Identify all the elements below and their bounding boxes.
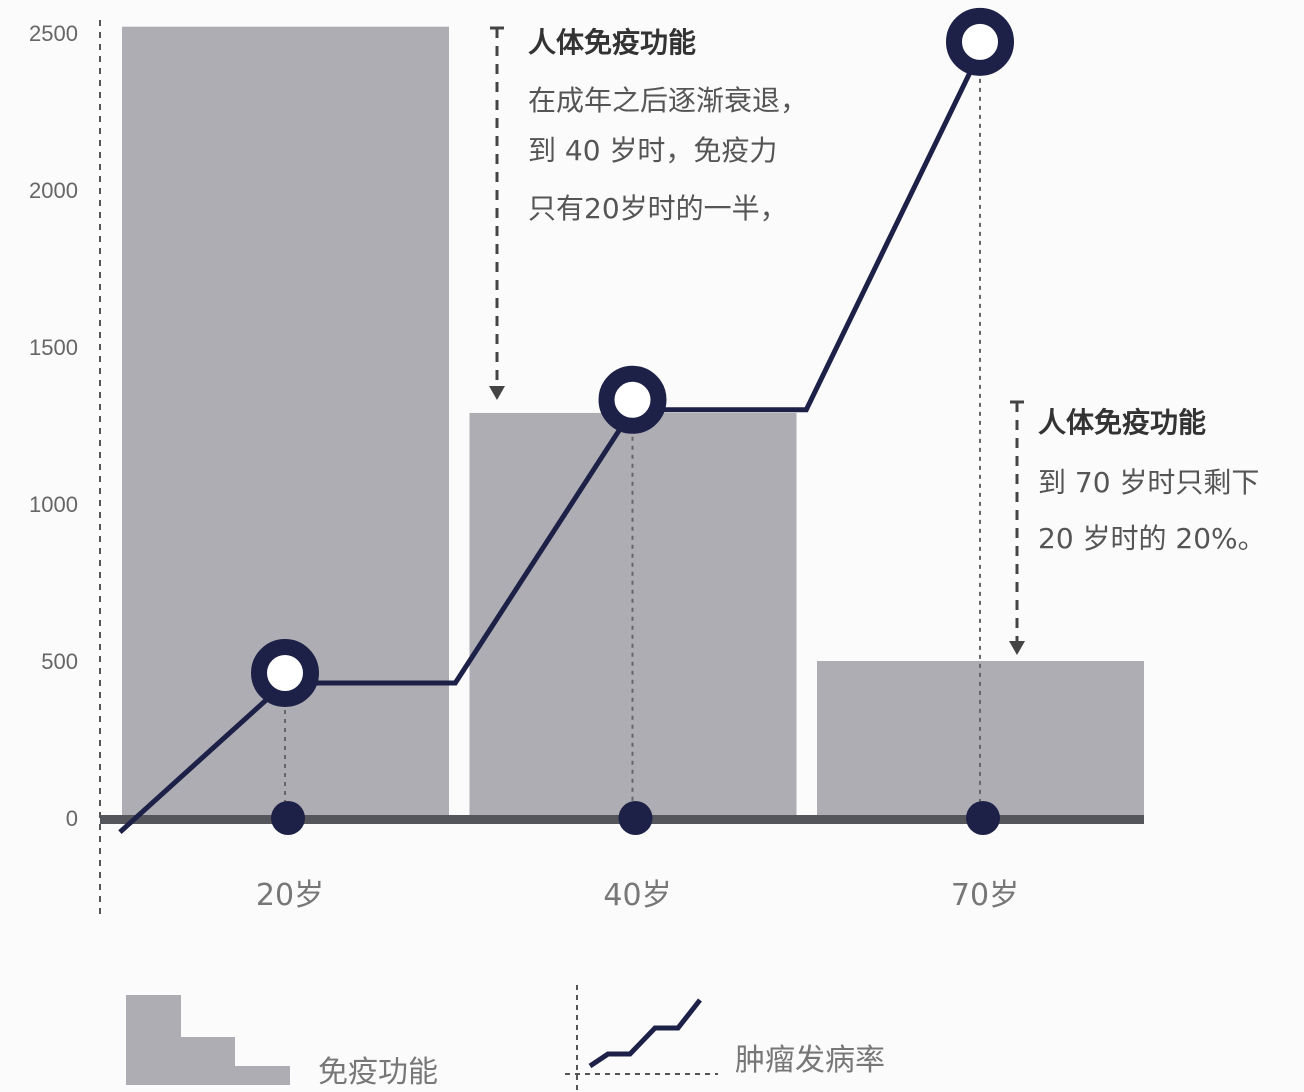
y-tick-label: 1500: [29, 335, 78, 360]
line-marker: [598, 365, 667, 434]
line-marker: [251, 638, 319, 707]
annotation-title: 人体免疫功能: [528, 26, 696, 59]
annotation-40: 人体免疫功能 在成年之后逐渐衰退， 到 40 岁时，免疫力 只有20岁时的一半，: [489, 26, 808, 400]
annotation-70: 人体免疫功能 到 70 岁时只剩下 20 岁时的 20%。: [1009, 400, 1266, 655]
annotation-line: 只有20岁时的一半，: [528, 192, 788, 225]
y-tick-label: 500: [41, 649, 78, 674]
legend-line-label: 肿瘤发病率: [735, 1043, 885, 1078]
arrow-head-icon: [1009, 641, 1025, 655]
bar-40岁: [469, 412, 797, 818]
legend-bar-label: 免疫功能: [318, 1055, 438, 1090]
line-series: [118, 50, 983, 834]
axis-dot: [618, 801, 653, 835]
annotation-line: 到 70 岁时只剩下: [1038, 466, 1259, 499]
legend: 免疫功能 肿瘤发病率: [126, 985, 885, 1092]
axis-dot: [271, 801, 305, 835]
y-tick-label: 2000: [29, 178, 78, 203]
y-tick-label: 1000: [29, 492, 78, 517]
y-tick-label: 0: [66, 806, 78, 831]
line-marker: [946, 7, 1014, 76]
annotation-title: 人体免疫功能: [1038, 406, 1206, 439]
legend-bar-swatch: [126, 995, 290, 1085]
annotation-line: 在成年之后逐渐衰退，: [528, 84, 808, 117]
x-tick-label: 20岁: [256, 878, 324, 913]
x-tick-label: 70岁: [951, 878, 1019, 913]
annotation-line: 到 40 岁时，免疫力: [528, 134, 777, 167]
x-tick-label: 40岁: [603, 878, 671, 913]
annotation-line: 20 岁时的 20%。: [1038, 522, 1266, 555]
legend-line-swatch: [565, 985, 718, 1092]
axis-dot: [966, 801, 1000, 835]
y-tick-label: 2500: [29, 21, 78, 46]
arrow-head-icon: [489, 386, 505, 400]
